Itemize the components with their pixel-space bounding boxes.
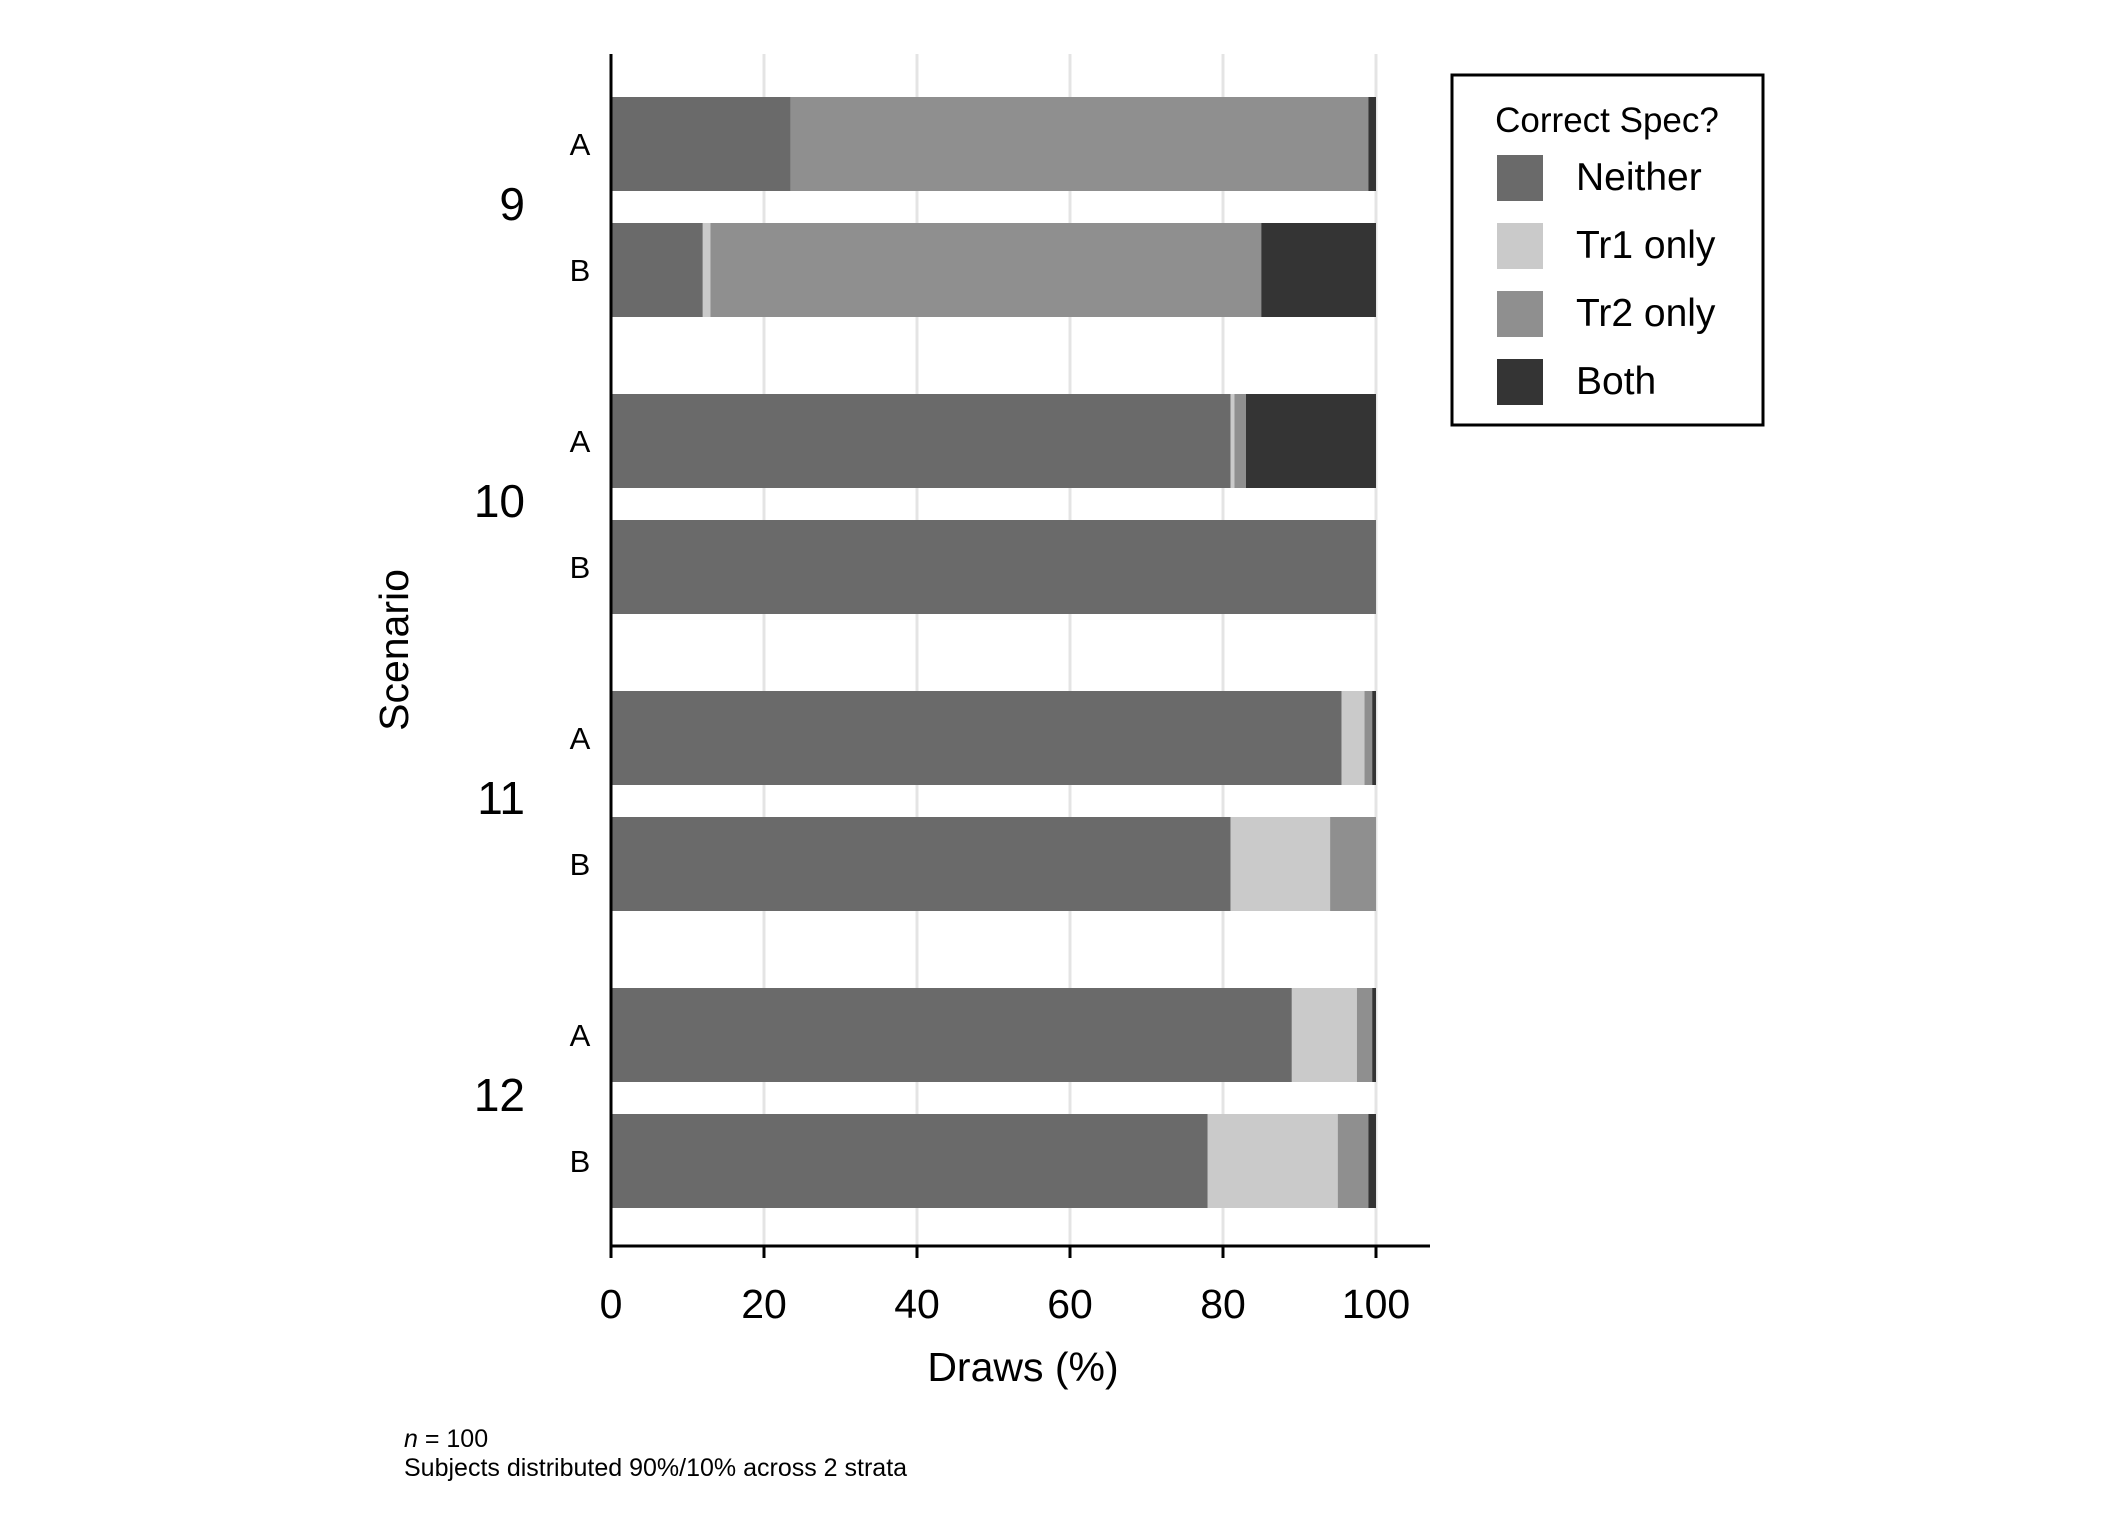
bar-12B-tr1-only: [1207, 1114, 1338, 1208]
legend-swatch-tr2-only: [1497, 291, 1543, 337]
bar-9B-tr2-only: [710, 223, 1262, 317]
bar-9A-both: [1368, 97, 1376, 191]
bar-10A-tr2-only: [1234, 394, 1246, 488]
bar-12B-tr2-only: [1337, 1114, 1369, 1208]
bar-12B-neither: [611, 1114, 1208, 1208]
legend-label-neither: Neither: [1576, 156, 1702, 199]
bar-label-9A: A: [570, 127, 591, 162]
bar-12A-tr2-only: [1356, 988, 1373, 1082]
x-tick-label-0: 0: [600, 1281, 623, 1327]
bar-11A-tr2-only: [1364, 691, 1373, 785]
legend-swatch-both: [1497, 359, 1543, 405]
legend-label-tr1-only: Tr1 only: [1576, 224, 1716, 267]
bar-label-12A: A: [570, 1018, 591, 1053]
bar-label-11B: B: [570, 847, 591, 882]
x-tick-label-20: 20: [741, 1281, 787, 1327]
bar-11A-neither: [611, 691, 1342, 785]
caption-n-value: = 100: [417, 1425, 489, 1453]
bar-10A-neither: [611, 394, 1231, 488]
group-label-10: 10: [474, 475, 525, 527]
bar-12B-both: [1368, 1114, 1376, 1208]
axes: [609, 54, 1430, 1248]
x-tick-label-60: 60: [1047, 1281, 1093, 1327]
bar-12A-tr1-only: [1291, 988, 1357, 1082]
bar-9B-tr1-only: [702, 223, 711, 317]
y-labels: A B 9 A B 10 A B 11 A B 12: [474, 127, 591, 1179]
bar-11A-both: [1372, 691, 1376, 785]
x-ticks: 0 20 40 60 80 100: [600, 1246, 1410, 1327]
bar-label-10A: A: [570, 424, 591, 459]
caption-note: Subjects distributed 90%/10% across 2 st…: [404, 1454, 908, 1482]
x-tick-label-100: 100: [1342, 1281, 1410, 1327]
x-axis-label: Draws (%): [927, 1344, 1118, 1390]
bar-label-12B: B: [570, 1144, 591, 1179]
x-tick-label-80: 80: [1200, 1281, 1246, 1327]
bar-11B-tr1-only: [1230, 817, 1331, 911]
group-label-9: 9: [499, 178, 525, 230]
group-label-11: 11: [477, 772, 525, 824]
bar-label-9B: B: [570, 253, 591, 288]
bar-11A-tr1-only: [1341, 691, 1365, 785]
bar-9B-both: [1261, 223, 1376, 317]
caption-n: n = 100: [404, 1425, 488, 1454]
bar-9A-tr2-only: [790, 97, 1369, 191]
bar-11B-tr2-only: [1330, 817, 1376, 911]
legend-swatch-tr1-only: [1497, 223, 1543, 269]
bar-10A-tr1-only: [1230, 394, 1235, 488]
legend-label-tr2-only: Tr2 only: [1576, 292, 1716, 335]
legend-items: Neither Tr1 only Tr2 only Both: [1497, 155, 1716, 405]
bar-12A-neither: [611, 988, 1292, 1082]
bar-11B-neither: [611, 817, 1231, 911]
bars: [611, 97, 1376, 1208]
group-label-12: 12: [474, 1069, 525, 1121]
bar-12A-both: [1372, 988, 1376, 1082]
legend: Correct Spec? Neither Tr1 only Tr2 only Bot…: [1450, 73, 1765, 427]
bar-9A-neither: [611, 97, 791, 191]
bar-label-10B: B: [570, 550, 591, 585]
legend-label-both: Both: [1576, 360, 1656, 403]
y-axis-label: Scenario: [371, 569, 417, 731]
bar-10A-both: [1245, 394, 1376, 488]
legend-title: Correct Spec?: [1495, 101, 1719, 140]
legend-swatch-neither: [1497, 155, 1543, 201]
bar-9B-neither: [611, 223, 703, 317]
bar-label-11A: A: [570, 721, 591, 756]
x-tick-label-40: 40: [894, 1281, 940, 1327]
caption-n-label: n: [404, 1425, 418, 1453]
bar-10B-neither: [611, 520, 1376, 614]
